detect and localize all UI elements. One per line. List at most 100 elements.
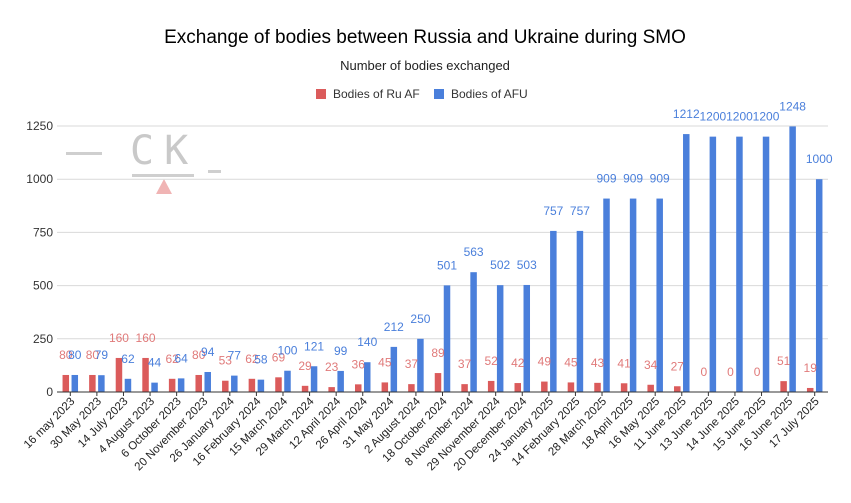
data-label-afu: 757	[570, 204, 590, 218]
bar-ru	[89, 374, 96, 392]
watermark-logo: CK	[66, 128, 221, 194]
bar-afu	[284, 370, 291, 392]
y-tick-label: 1000	[26, 172, 53, 186]
bar-afu	[257, 379, 265, 392]
y-tick-label: 0	[46, 385, 53, 399]
bar-afu	[231, 375, 238, 392]
bar-ru	[328, 387, 335, 392]
bar-afu	[363, 362, 371, 392]
data-label-afu: 79	[95, 348, 109, 362]
data-label-afu: 140	[357, 335, 377, 349]
bar-ru	[142, 357, 149, 392]
data-label-afu: 62	[121, 352, 135, 366]
bar-ru	[594, 382, 601, 392]
data-label-afu: 121	[304, 339, 324, 353]
bar-afu	[576, 230, 584, 392]
data-label-afu: 99	[334, 344, 348, 358]
data-label-ru: 27	[671, 359, 685, 373]
data-label-ru: 53	[219, 354, 233, 368]
bar-ru	[62, 374, 70, 392]
watermark-triangle	[156, 179, 172, 194]
data-label-ru: 69	[272, 350, 286, 364]
data-label-ru: 62	[245, 352, 259, 366]
data-label-afu: 501	[437, 258, 457, 272]
data-label-ru: 34	[644, 358, 658, 372]
chart-subtitle: Number of bodies exchanged	[340, 58, 510, 73]
bar-afu	[310, 366, 318, 392]
y-tick-label: 1250	[26, 119, 53, 133]
data-label-ru: 45	[378, 355, 392, 369]
data-label-afu: 1248	[779, 99, 806, 113]
bar-afu	[470, 272, 477, 392]
data-label-ru: 42	[511, 356, 525, 370]
data-label-afu: 1200	[726, 110, 753, 124]
data-label-afu: 563	[464, 245, 484, 259]
bar-afu	[204, 371, 211, 392]
bar-afu	[736, 136, 743, 392]
data-label-ru: 0	[701, 365, 708, 379]
chart-title: Exchange of bodies between Russia and Uk…	[164, 27, 686, 48]
data-label-ru: 45	[564, 355, 578, 369]
bar-afu	[337, 370, 344, 392]
legend-label-ru: Bodies of Ru AF	[333, 87, 420, 101]
data-label-ru: 19	[804, 361, 818, 375]
bar-afu	[550, 230, 557, 392]
legend: Bodies of Ru AF Bodies of AFU	[316, 87, 528, 101]
bar-ru	[541, 381, 548, 392]
data-label-ru: 41	[617, 356, 631, 370]
data-label-ru: 23	[325, 360, 339, 374]
bar-ru	[647, 384, 654, 392]
bar-ru	[674, 386, 681, 392]
y-tick-label: 250	[33, 332, 53, 346]
bars	[62, 126, 823, 392]
bar-ru	[487, 380, 495, 392]
data-label-afu: 250	[410, 312, 430, 326]
legend-label-afu: Bodies of AFU	[451, 87, 528, 101]
data-label-afu: 909	[623, 172, 643, 186]
data-label-ru: 52	[484, 354, 498, 368]
bar-afu	[762, 136, 770, 392]
data-label-afu: 1000	[806, 152, 833, 166]
bar-ru	[461, 384, 468, 392]
bar-afu	[603, 198, 610, 392]
data-label-afu: 757	[543, 204, 563, 218]
bar-ru	[222, 380, 229, 392]
bar-afu	[629, 198, 637, 392]
y-tick-label: 500	[33, 279, 53, 293]
bar-afu	[98, 375, 105, 392]
bar-afu	[390, 346, 398, 392]
data-label-ru: 43	[591, 356, 605, 370]
data-label-afu: 502	[490, 258, 510, 272]
bar-afu	[417, 338, 424, 392]
y-tick-label: 750	[33, 225, 53, 239]
bar-afu	[177, 378, 185, 392]
bar-ru	[620, 383, 628, 392]
bar-ru	[275, 377, 282, 392]
bar-afu	[709, 136, 717, 392]
data-label-ru: 0	[727, 365, 734, 379]
data-label-ru: 0	[754, 365, 761, 379]
data-label-afu: 909	[597, 172, 617, 186]
bar-ru	[806, 387, 814, 392]
bar-afu	[71, 374, 79, 392]
data-label-ru: 80	[59, 348, 73, 362]
gridlines	[57, 125, 828, 340]
bar-ru	[567, 382, 575, 392]
data-label-afu: 100	[277, 344, 297, 358]
data-label-afu: 58	[254, 353, 268, 367]
data-label-afu: 80	[68, 348, 82, 362]
data-label-afu: 1200	[753, 110, 780, 124]
data-label-afu: 1212	[673, 107, 700, 121]
legend-swatch-afu	[434, 89, 444, 99]
data-label-afu: 909	[650, 172, 670, 186]
data-label-afu: 64	[174, 351, 188, 365]
data-label-afu: 44	[148, 356, 162, 370]
bar-afu	[523, 284, 531, 392]
data-label-ru: 37	[405, 357, 419, 371]
bar-ru	[381, 382, 389, 392]
data-label-afu: 94	[201, 345, 215, 359]
data-label-ru: 89	[431, 346, 445, 360]
watermark-text: CK	[130, 128, 198, 174]
bar-ru	[115, 357, 123, 392]
